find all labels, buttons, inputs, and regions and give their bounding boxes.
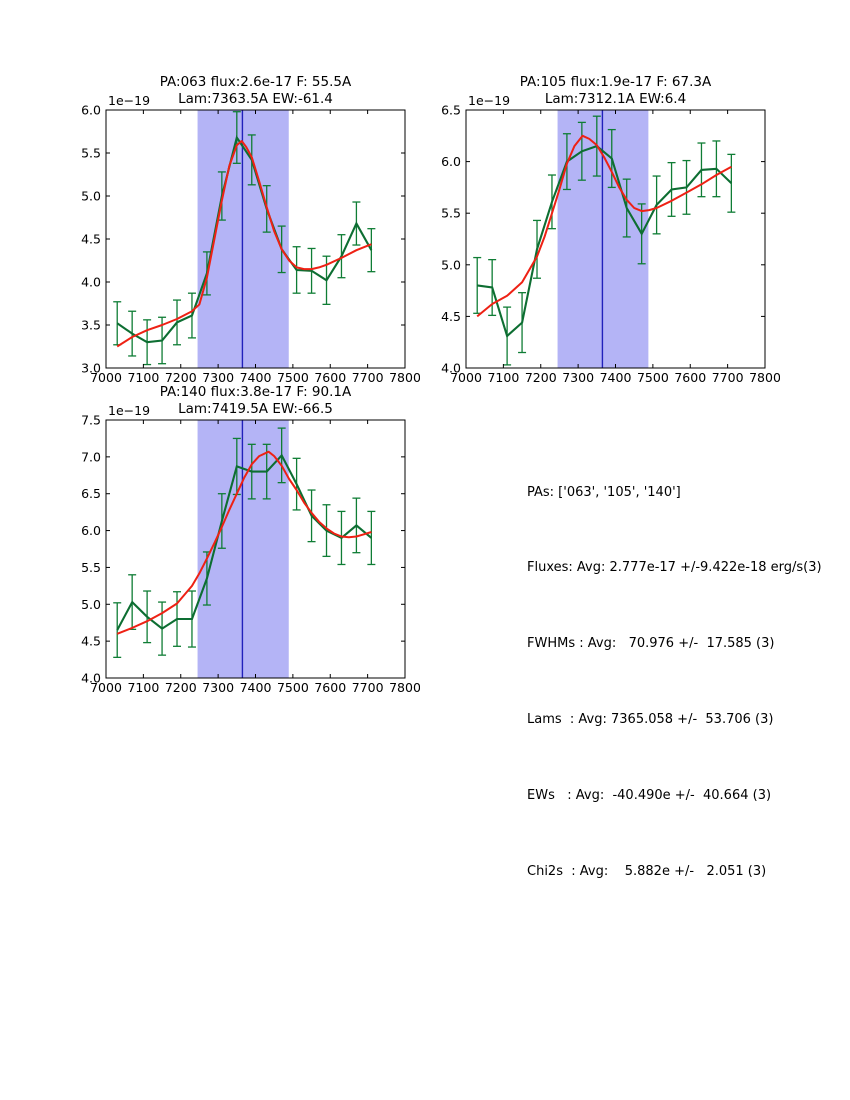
spectrum-plot-pa063-chart: 7000 7100 7200 7300 7400 7500 7600 7700 7800 3.0 3… bbox=[81, 74, 420, 385]
y-tick-label: 6.5 bbox=[441, 103, 461, 118]
y-tick-label: 7.0 bbox=[81, 449, 101, 464]
y-tick-label: 6.0 bbox=[81, 103, 101, 118]
error-bar bbox=[113, 301, 122, 346]
x-tick-label: 7600 bbox=[674, 370, 706, 385]
y-tick-label: 7.5 bbox=[81, 413, 101, 428]
x-tick-label: 7700 bbox=[352, 370, 384, 385]
x-tick-label: 7700 bbox=[352, 680, 384, 695]
x-tick-label: 7000 bbox=[90, 680, 122, 695]
spectrum-data-line bbox=[116, 134, 373, 344]
x-tick-label: 7300 bbox=[202, 370, 234, 385]
spectrum-plot-pa140: 7000 7100 7200 7300 7400 7500 7600 7700 7800 4.0 4… bbox=[40, 380, 420, 710]
plot-title-line2: Lam:7312.1A EW:6.4 bbox=[545, 91, 686, 107]
y-tick-label: 3.0 bbox=[81, 361, 101, 376]
stats-line-chi2s: Chi2s : Avg: 5.882e +/- 2.051 (3) bbox=[527, 864, 767, 880]
x-tick-label: 7400 bbox=[240, 370, 272, 385]
plot-title-line1: PA:140 flux:3.8e-17 F: 90.1A bbox=[160, 384, 352, 400]
y-axis-offset-label: 1e−19 bbox=[108, 93, 150, 108]
plot-title-line1: PA:105 flux:1.9e-17 F: 67.3A bbox=[520, 74, 712, 90]
gaussian-fit-line bbox=[116, 140, 372, 348]
spectrum-plot-pa105: 7000 7100 7200 7300 7400 7500 7600 7700 7800 4.0 4… bbox=[400, 70, 780, 400]
y-tick-label: 6.0 bbox=[81, 523, 101, 538]
stats-line-fwhms: FWHMs : Avg: 70.976 +/- 17.585 (3) bbox=[527, 636, 775, 652]
y-tick-label: 6.0 bbox=[441, 154, 461, 169]
y-tick-label: 5.0 bbox=[441, 257, 461, 272]
x-tick-label: 7600 bbox=[314, 370, 346, 385]
spectrum-plot-pa140-chart: 7000 7100 7200 7300 7400 7500 7600 7700 7800 4.0 4… bbox=[81, 384, 420, 695]
plot-title-line1: PA:063 flux:2.6e-17 F: 55.5A bbox=[160, 74, 352, 90]
spectrum-plot-pa105-chart: 7000 7100 7200 7300 7400 7500 7600 7700 7800 4.0 4… bbox=[441, 74, 780, 385]
stats-panel: PAs: ['063', '105', '140'] Fluxes: Avg: … bbox=[527, 429, 822, 935]
x-tick-label: 7000 bbox=[90, 370, 122, 385]
spectrum-plot-pa063: 7000 7100 7200 7300 7400 7500 7600 7700 7800 3.0 3… bbox=[40, 70, 420, 400]
y-tick-label: 4.5 bbox=[81, 634, 101, 649]
x-tick-label: 7300 bbox=[562, 370, 594, 385]
y-tick-label: 3.5 bbox=[81, 318, 101, 333]
gaussian-fit-line bbox=[476, 134, 732, 318]
x-tick-label: 7100 bbox=[127, 680, 159, 695]
spectrum-data-line bbox=[477, 144, 733, 338]
x-tick-label: 7200 bbox=[165, 680, 197, 695]
spectrum-data-line bbox=[116, 453, 373, 631]
x-tick-label: 7500 bbox=[637, 370, 669, 385]
x-tick-label: 7400 bbox=[240, 680, 272, 695]
x-tick-label: 7600 bbox=[314, 680, 346, 695]
x-tick-label: 7500 bbox=[277, 680, 309, 695]
x-tick-label: 7500 bbox=[277, 370, 309, 385]
x-tick-label: 7100 bbox=[127, 370, 159, 385]
x-tick-label: 7700 bbox=[712, 370, 744, 385]
plot-title-line2: Lam:7363.5A EW:-61.4 bbox=[178, 91, 333, 107]
x-tick-label: 7000 bbox=[450, 370, 482, 385]
x-tick-label: 7300 bbox=[202, 680, 234, 695]
y-tick-label: 5.0 bbox=[81, 597, 101, 612]
y-tick-label: 4.0 bbox=[441, 361, 461, 376]
y-tick-label: 5.5 bbox=[441, 206, 461, 221]
stats-line-ews: EWs : Avg: -40.490e +/- 40.664 (3) bbox=[527, 788, 772, 804]
y-tick-label: 5.5 bbox=[81, 560, 101, 575]
y-tick-label: 4.5 bbox=[81, 232, 101, 247]
plot-title-line2: Lam:7419.5A EW:-66.5 bbox=[178, 401, 333, 417]
stats-line-pas: PAs: ['063', '105', '140'] bbox=[527, 484, 681, 500]
stats-line-fluxes: Fluxes: Avg: 2.777e-17 +/-9.422e-18 erg/… bbox=[527, 560, 822, 576]
y-tick-label: 5.0 bbox=[81, 189, 101, 204]
stats-line-lams: Lams : Avg: 7365.058 +/- 53.706 (3) bbox=[527, 712, 774, 728]
gaussian-fit-line bbox=[116, 450, 372, 635]
y-tick-label: 4.0 bbox=[81, 671, 101, 686]
y-axis-offset-label: 1e−19 bbox=[468, 93, 510, 108]
x-tick-label: 7800 bbox=[749, 370, 780, 385]
y-tick-label: 4.5 bbox=[441, 309, 461, 324]
y-tick-label: 4.0 bbox=[81, 275, 101, 290]
y-axis-offset-label: 1e−19 bbox=[108, 403, 150, 418]
x-tick-label: 7800 bbox=[389, 680, 420, 695]
y-tick-label: 6.5 bbox=[81, 486, 101, 501]
x-tick-label: 7200 bbox=[525, 370, 557, 385]
x-tick-label: 7800 bbox=[389, 370, 420, 385]
y-tick-label: 5.5 bbox=[81, 146, 101, 161]
x-tick-label: 7400 bbox=[600, 370, 632, 385]
x-tick-label: 7100 bbox=[487, 370, 519, 385]
x-tick-label: 7200 bbox=[165, 370, 197, 385]
